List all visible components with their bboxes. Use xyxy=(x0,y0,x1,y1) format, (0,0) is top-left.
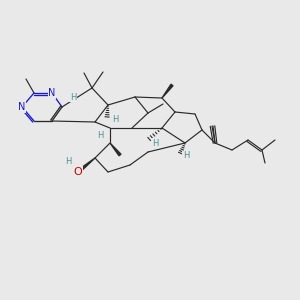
Text: H: H xyxy=(65,158,71,166)
Text: H: H xyxy=(112,116,118,124)
Polygon shape xyxy=(162,84,173,98)
Text: H: H xyxy=(183,152,189,160)
Polygon shape xyxy=(110,143,121,156)
Text: H: H xyxy=(97,131,103,140)
Polygon shape xyxy=(77,158,95,173)
Text: N: N xyxy=(48,88,56,98)
Text: N: N xyxy=(18,102,26,112)
Text: H: H xyxy=(152,139,158,148)
Text: H: H xyxy=(70,92,76,101)
Text: O: O xyxy=(74,167,82,177)
